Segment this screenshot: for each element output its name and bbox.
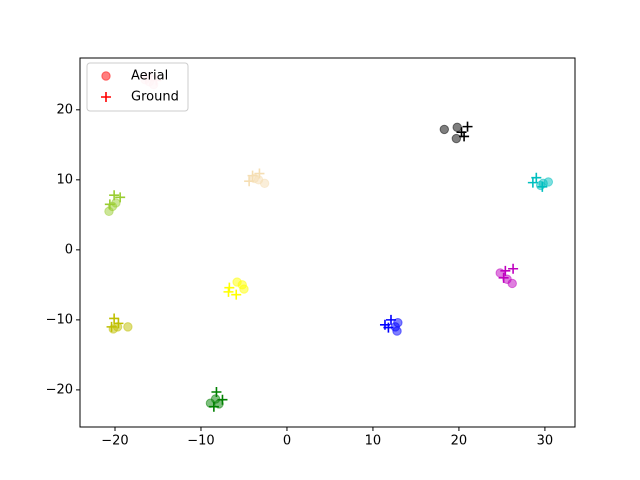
aerial-point: [111, 198, 121, 208]
ground-point: [462, 121, 473, 132]
ground-point: [208, 401, 219, 412]
ground-point: [383, 322, 394, 333]
plot-area: [79, 57, 576, 428]
ground-point: [104, 199, 115, 210]
legend-label: Aerial: [131, 69, 168, 84]
aerial-point: [451, 133, 462, 144]
ground-point: [115, 192, 126, 203]
ground-point: [244, 176, 255, 187]
ground-point: [231, 289, 242, 300]
ground-point: [508, 263, 519, 274]
x-tick-label: −10: [187, 434, 214, 449]
y-tick-label: 0: [65, 242, 73, 257]
ground-point: [254, 168, 265, 179]
ground-point: [217, 394, 228, 405]
aerial-point: [543, 177, 554, 187]
ground-point: [498, 272, 509, 283]
ground-point: [223, 286, 234, 297]
x-tick-label: 0: [283, 434, 291, 449]
legend-box: [86, 62, 189, 112]
aerial-point: [507, 278, 517, 289]
x-tick-label: 30: [537, 434, 554, 449]
y-tick-label: 20: [56, 102, 73, 117]
x-tick-label: 20: [451, 434, 468, 449]
y-tick-label: −20: [46, 382, 73, 397]
aerial-point: [259, 178, 270, 189]
legend-label: Ground: [131, 90, 179, 105]
ground-point: [106, 321, 117, 332]
aerial-point: [392, 326, 402, 336]
ground-point: [113, 318, 124, 329]
aerial-point: [452, 122, 462, 133]
legend-marker: [101, 92, 111, 102]
ground-point: [385, 314, 396, 325]
ground-point: [247, 170, 258, 181]
ground-point: [527, 177, 538, 188]
aerial-point: [123, 322, 133, 332]
ground-point: [459, 131, 470, 142]
aerial-point: [239, 284, 249, 294]
ground-point: [211, 386, 222, 397]
aerial-point: [232, 277, 242, 287]
x-tick-label: −20: [101, 434, 128, 449]
ground-point: [500, 265, 511, 276]
y-tick-label: 10: [56, 172, 73, 187]
ground-point: [224, 282, 235, 293]
aerial-point: [439, 124, 450, 135]
x-tick-label: 10: [365, 434, 382, 449]
ground-point: [109, 190, 120, 201]
ground-point: [537, 181, 548, 192]
y-tick-label: −10: [46, 312, 73, 327]
ground-point: [109, 313, 120, 324]
legend-marker: [101, 71, 111, 81]
aerial-point: [108, 324, 118, 334]
